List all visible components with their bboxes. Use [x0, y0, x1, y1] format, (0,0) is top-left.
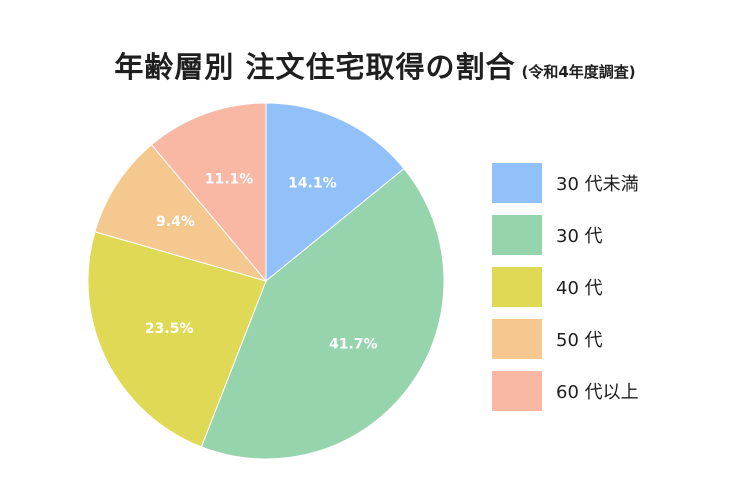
- pie-slice: [87, 231, 267, 448]
- slice-data-label: 9.4%: [156, 214, 195, 230]
- legend-swatch: [492, 215, 542, 255]
- slice-data-label: 23.5%: [145, 321, 194, 337]
- slice-data-label: 41.7%: [329, 337, 378, 353]
- legend-item: 50 代: [492, 318, 639, 360]
- legend-item: 30 代未満: [492, 162, 639, 204]
- legend-label: 40 代: [556, 278, 603, 299]
- pie-slice: [94, 144, 268, 282]
- legend-label: 60 代以上: [556, 382, 639, 403]
- legend-label: 30 代: [556, 226, 603, 247]
- pie-slice: [150, 102, 267, 283]
- legend-label: 50 代: [556, 330, 603, 351]
- pie-labels: 14.1% 41.7% 23.5% 9.4% 11.1%: [145, 172, 378, 353]
- legend-swatch: [492, 267, 542, 307]
- legend: 30 代未満 30 代 40 代 50 代 60 代以上: [492, 162, 639, 422]
- slice-data-label: 14.1%: [288, 175, 337, 191]
- legend-swatch: [492, 163, 542, 203]
- legend-label: 30 代未満: [556, 174, 639, 195]
- legend-item: 60 代以上: [492, 370, 639, 412]
- chart-subtitle: (令和4年度調査): [521, 63, 636, 81]
- pie-slice: [200, 167, 445, 460]
- legend-swatch: [492, 319, 542, 359]
- chart-title-block: 年齢層別 注文住宅取得の割合 (令和4年度調査): [0, 44, 750, 86]
- legend-item: 40 代: [492, 266, 639, 308]
- pie-slices: [87, 102, 445, 460]
- pie-slice: [265, 102, 405, 283]
- legend-item: 30 代: [492, 214, 639, 256]
- slice-data-label: 11.1%: [205, 172, 254, 188]
- legend-swatch: [492, 371, 542, 411]
- chart-title: 年齢層別 注文住宅取得の割合: [114, 50, 516, 84]
